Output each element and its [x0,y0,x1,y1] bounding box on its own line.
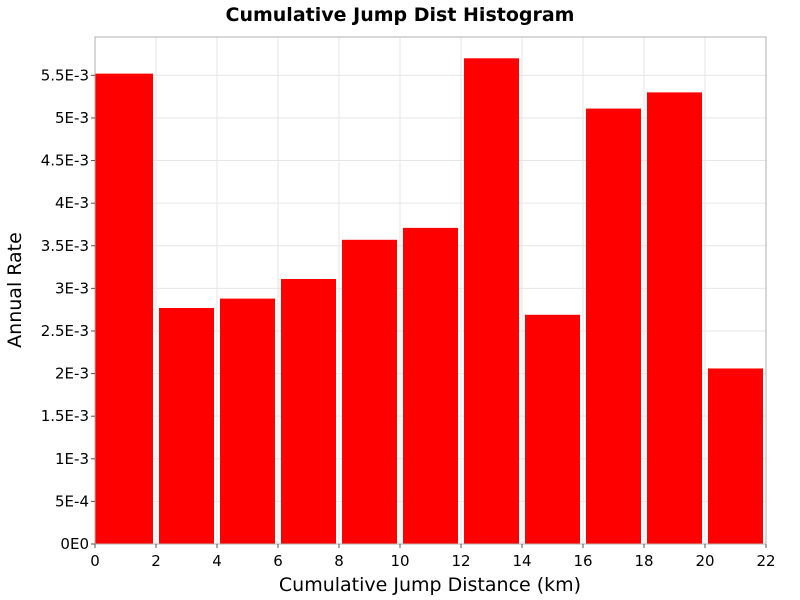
x-tick-label: 2 [151,552,161,570]
x-tick-label: 0 [90,552,100,570]
x-tick-label: 20 [695,552,714,570]
histogram-bar [220,298,275,544]
histogram-bar [464,58,519,544]
y-tick-label: 5E-3 [55,109,89,127]
y-tick-label: 4E-3 [55,194,89,212]
histogram-bar [708,368,763,544]
y-tick-label: 2E-3 [55,365,89,383]
histogram-bar [95,73,153,545]
histogram-bar [403,227,458,544]
x-axis-ticks: 0 2 4 6 8 10 12 14 16 18 20 22 [90,544,776,570]
chart-title: Cumulative Jump Dist Histogram [226,4,575,26]
bars [95,58,763,545]
y-tick-label: 0E0 [60,535,89,553]
x-tick-label: 6 [273,552,283,570]
histogram-bar [159,307,214,544]
x-tick-label: 4 [212,552,222,570]
histogram-bar [586,108,641,544]
y-tick-label: 1.5E-3 [41,407,89,425]
y-axis-label: Annual Rate [4,232,26,348]
y-tick-label: 2.5E-3 [41,322,89,340]
y-tick-label: 5E-4 [55,492,89,510]
y-tick-label: 1E-3 [55,450,89,468]
x-tick-label: 18 [634,552,653,570]
x-tick-label: 16 [573,552,592,570]
x-tick-label: 8 [334,552,344,570]
y-tick-label: 4.5E-3 [41,152,89,170]
histogram-bar [647,92,702,545]
histogram-bar [525,314,580,544]
histogram-bar [281,278,336,544]
histogram-bar [342,239,397,545]
y-tick-label: 3.5E-3 [41,237,89,255]
x-tick-label: 12 [451,552,470,570]
x-axis-label: Cumulative Jump Distance (km) [279,574,581,596]
y-tick-label: 3E-3 [55,279,89,297]
y-tick-label: 5.5E-3 [41,66,89,84]
plot-frame [94,36,767,545]
y-axis-ticks: 0E0 5E-4 1E-3 1.5E-3 2E-3 2.5E-3 3E-3 3.5E-3 4E-… [41,66,95,553]
x-tick-label: 10 [390,552,409,570]
x-tick-label: 14 [512,552,531,570]
x-tick-label: 22 [756,552,775,570]
